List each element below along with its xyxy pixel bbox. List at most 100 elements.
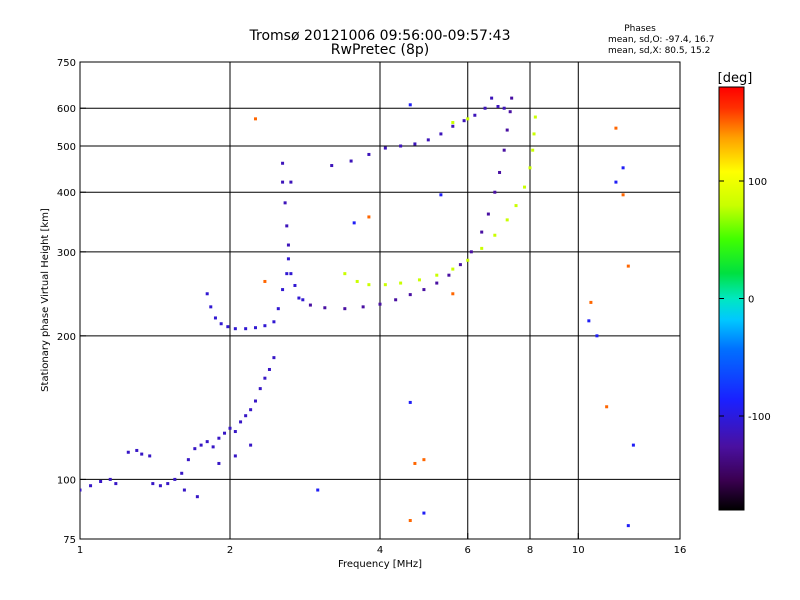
data-point (114, 482, 118, 486)
data-point (514, 204, 518, 208)
data-point (367, 215, 371, 219)
data-point (621, 193, 625, 197)
data-point (186, 458, 190, 462)
data-point (367, 152, 371, 156)
data-point (367, 283, 371, 287)
data-point (244, 414, 248, 418)
data-points (80, 96, 635, 528)
x-tick-label: 6 (465, 545, 471, 556)
x-tick-label: 2 (227, 545, 233, 556)
data-point (451, 267, 455, 271)
data-point (498, 170, 502, 174)
data-point (239, 420, 243, 424)
data-point (505, 128, 509, 132)
data-point (343, 307, 347, 311)
data-point (253, 326, 257, 330)
data-point (228, 426, 232, 430)
x-axis-label: Frequency [MHz] (338, 559, 422, 570)
data-point (480, 246, 484, 250)
data-point (510, 96, 514, 100)
data-point (301, 298, 305, 302)
data-point (621, 166, 625, 170)
data-point (533, 115, 537, 119)
data-point (297, 296, 301, 300)
data-point (394, 298, 398, 302)
data-point (211, 445, 215, 449)
data-point (217, 461, 221, 465)
data-point (531, 148, 535, 152)
data-point (408, 400, 412, 404)
data-point (289, 272, 293, 276)
data-point (614, 126, 618, 130)
data-point (399, 281, 403, 285)
data-point (439, 193, 443, 197)
data-point (323, 306, 327, 310)
colorbar-ticks: 100 0 -100 (719, 177, 771, 423)
data-point (213, 316, 217, 320)
data-point (249, 443, 253, 447)
data-point (108, 477, 112, 481)
data-point (483, 106, 487, 110)
data-point (469, 250, 473, 254)
data-point (508, 110, 512, 114)
y-tick-label: 100 (57, 475, 76, 486)
data-point (281, 288, 285, 292)
data-point (219, 322, 223, 326)
data-point (233, 430, 237, 434)
x-tick-label: 10 (572, 545, 585, 556)
data-point (316, 488, 320, 492)
x-tick-label: 16 (674, 545, 687, 556)
data-point (458, 263, 462, 267)
x-tick-label: 8 (527, 545, 533, 556)
data-point (285, 224, 289, 228)
data-point (281, 161, 285, 165)
data-point (263, 376, 267, 380)
phases-heading: Phases (624, 24, 656, 34)
data-point (502, 148, 506, 152)
data-point (80, 488, 82, 492)
data-point (263, 324, 267, 328)
data-point (355, 279, 359, 283)
data-point (587, 319, 591, 323)
data-point (308, 303, 312, 307)
data-point (528, 166, 532, 170)
data-point (286, 243, 290, 247)
data-point (226, 325, 230, 329)
data-point (595, 334, 599, 338)
data-point (253, 399, 257, 403)
data-point (126, 450, 130, 454)
y-tick-label: 500 (57, 142, 76, 153)
data-point (205, 440, 209, 444)
data-point (626, 264, 630, 268)
data-point (223, 431, 227, 435)
data-point (589, 300, 593, 304)
data-point (233, 454, 237, 458)
data-point (151, 482, 155, 486)
data-point (435, 273, 439, 277)
data-point (435, 281, 439, 285)
data-point (631, 443, 635, 447)
y-tick-label: 750 (57, 58, 76, 69)
data-point (480, 230, 484, 234)
data-point (496, 105, 500, 109)
data-point (233, 327, 237, 331)
data-point (486, 212, 490, 216)
data-point (466, 117, 470, 121)
data-point (413, 461, 417, 465)
data-point (462, 119, 466, 123)
data-point (140, 452, 144, 456)
data-point (408, 293, 412, 297)
data-point (422, 511, 426, 515)
data-point (263, 279, 267, 283)
data-point (399, 144, 403, 148)
y-tick-label: 600 (57, 104, 76, 115)
data-point (281, 180, 285, 184)
data-point (505, 218, 509, 222)
data-point (205, 292, 209, 296)
data-point (148, 454, 152, 458)
data-point (523, 185, 527, 189)
data-point (173, 477, 177, 481)
y-tick-label: 200 (57, 332, 76, 343)
axis-ticks: 1 2 4 6 8 10 16 75 100 200 300 400 500 600 750 (57, 58, 686, 556)
data-point (532, 132, 536, 136)
